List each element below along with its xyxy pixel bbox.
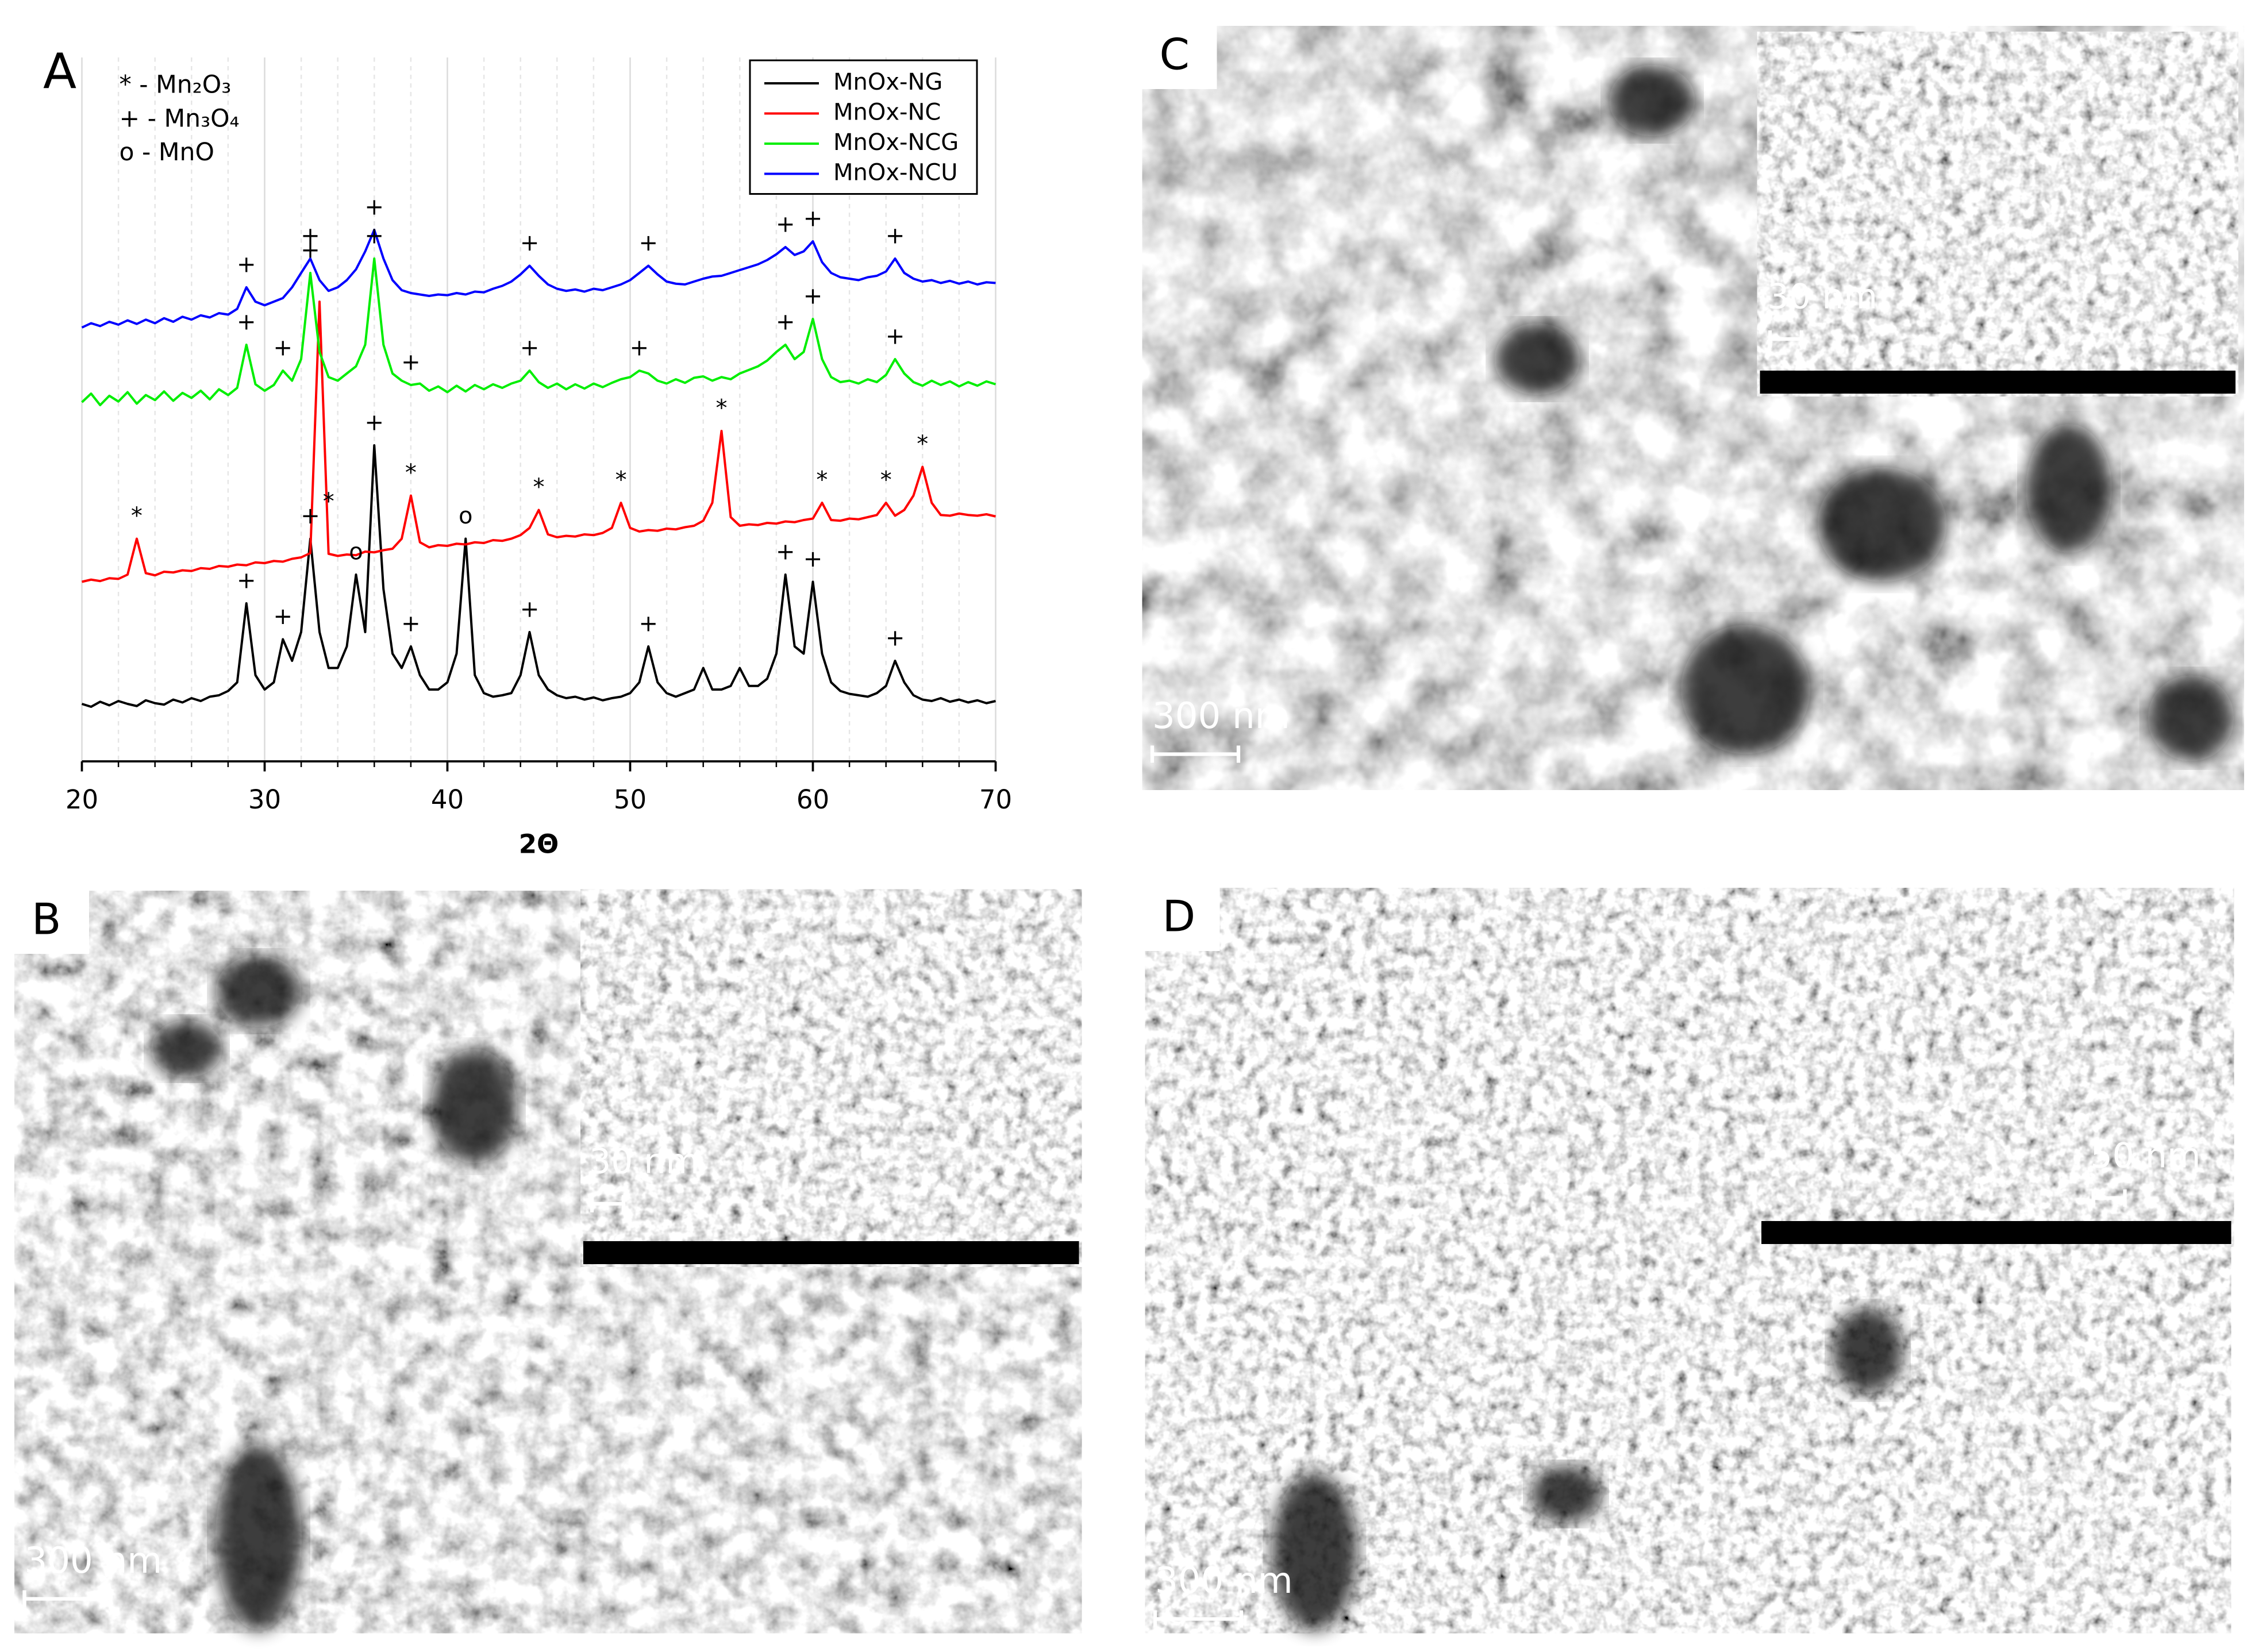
inset-databar [1760, 371, 2236, 394]
pore [1817, 467, 1947, 582]
peak-marker: + [274, 603, 293, 630]
pore [2026, 423, 2112, 553]
peak-marker: * [323, 488, 334, 515]
phase-key: + - Mn₃O₄ [120, 105, 240, 133]
peak-marker: + [301, 503, 320, 529]
peak-marker: + [776, 309, 795, 336]
peak-marker: + [301, 223, 320, 249]
inset-scale-bar [590, 1195, 626, 1212]
x-axis-label: 2Θ [519, 829, 559, 860]
peak-marker: + [401, 611, 421, 637]
x-tick-label: 60 [797, 784, 829, 815]
inset-scale-bar [1768, 330, 1804, 348]
peak-marker: + [776, 211, 795, 238]
pore [216, 1443, 302, 1631]
phase-key: * - Mn₂O₃ [120, 71, 232, 99]
peak-marker: * [615, 467, 627, 494]
panel-label: C [1160, 29, 1190, 80]
scale-bar [1150, 745, 1241, 763]
legend-label: MnOx-NCG [833, 129, 959, 156]
peak-marker: + [520, 230, 540, 256]
peak-marker: + [803, 283, 823, 310]
peak-marker: + [365, 223, 384, 249]
inset-scale-label: 50 nm [2091, 1136, 2201, 1176]
scale-label: 300 nm [1152, 695, 1290, 737]
x-tick-label: 20 [66, 784, 98, 815]
peak-marker: + [365, 194, 384, 221]
peak-marker: + [520, 596, 540, 623]
peak-marker: + [274, 335, 293, 361]
pore [1609, 64, 1695, 137]
peak-marker: + [237, 309, 256, 336]
scale-label: 300 nm [1155, 1559, 1293, 1601]
x-tick-label: 30 [248, 784, 281, 815]
x-tick-label: 70 [979, 784, 1012, 815]
pore [431, 1049, 517, 1164]
panel-label-box [1142, 26, 1217, 89]
peak-marker: + [886, 223, 905, 249]
pore [1494, 323, 1580, 395]
inset-scale-bar [2091, 1189, 2127, 1207]
scale-bar [1153, 1610, 1244, 1628]
peak-marker: o [459, 503, 472, 529]
peak-marker: * [917, 431, 928, 457]
panel-label-box [14, 891, 89, 954]
peak-marker: o [349, 539, 363, 565]
peak-marker: + [803, 546, 823, 572]
inset-databar [1761, 1221, 2231, 1244]
peak-marker: + [886, 625, 905, 652]
xrd-chart: 20 30 40 50 60 70 2Θ A * - Mn₂O₃ + - Mn₃O₄ o - MnO… [43, 43, 1012, 859]
pore [1530, 1465, 1602, 1523]
pore [1681, 625, 1810, 754]
x-tick-label: 40 [431, 784, 464, 815]
panel-label: D [1163, 891, 1196, 942]
peak-marker: + [639, 611, 659, 637]
panel-label: B [32, 894, 61, 945]
peak-marker: + [630, 335, 649, 361]
xrd-pattern [82, 301, 996, 583]
pore [216, 955, 302, 1027]
panel-label: A [43, 43, 76, 100]
legend-label: MnOx-NG [833, 69, 942, 95]
peak-marker: * [405, 460, 417, 486]
inset-scale-label: 30 nm [1767, 277, 1877, 317]
peak-marker: + [639, 230, 659, 256]
xrd-pattern [81, 257, 996, 406]
peak-marker: + [520, 335, 540, 361]
x-tick-label: 50 [614, 784, 647, 815]
inset-micrograph [1756, 885, 2237, 1249]
xrd-pattern [81, 444, 996, 708]
peak-marker: * [131, 503, 143, 529]
inset-micrograph [1754, 29, 2241, 399]
peak-marker: * [880, 467, 892, 494]
peak-marker: * [716, 395, 728, 422]
pore [151, 1020, 223, 1077]
phase-key: o - MnO [120, 138, 214, 167]
inset-databar [583, 1241, 1079, 1264]
peak-marker: + [301, 237, 320, 264]
legend-label: MnOx-NCU [833, 160, 958, 186]
peak-marker: + [237, 568, 256, 594]
scale-bar [22, 1590, 113, 1608]
micrographs: 30 nm 300 nm B 30 nm 300 nm C 50 nm 300 nm D [14, 26, 2244, 1634]
peak-marker: + [803, 206, 823, 232]
peak-marker: + [776, 539, 795, 565]
xrd-pattern [81, 229, 996, 329]
peak-marker: + [401, 349, 421, 376]
pore [1832, 1307, 1904, 1393]
scale-label: 300 nm [25, 1539, 163, 1581]
inset-scale-label: 30 nm [589, 1142, 699, 1182]
pore [1271, 1472, 1358, 1631]
peak-marker: + [237, 252, 256, 278]
peak-marker: * [816, 467, 828, 494]
peak-marker: * [533, 474, 545, 500]
peak-marker: + [365, 410, 384, 436]
pore [2148, 675, 2234, 761]
inset-micrograph [578, 887, 1084, 1269]
legend-label: MnOx-NC [833, 99, 941, 126]
peak-marker: + [886, 324, 905, 350]
panel-label-box [1145, 888, 1220, 951]
